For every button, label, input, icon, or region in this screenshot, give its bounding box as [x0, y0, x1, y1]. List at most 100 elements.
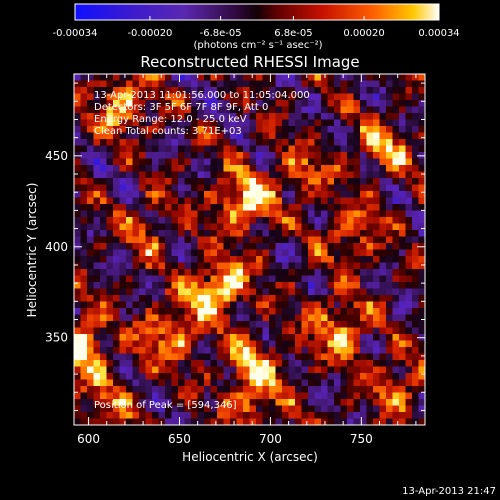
heatmap-cell: [145, 191, 153, 198]
heatmap-cell: [405, 256, 413, 263]
heatmap-cell: [249, 405, 257, 413]
heatmap-cell: [210, 405, 218, 413]
heatmap-cell: [230, 184, 237, 192]
heatmap-cell: [113, 184, 120, 192]
heatmap-cell: [314, 347, 322, 354]
heatmap-cell: [210, 191, 218, 198]
heatmap-cell: [379, 204, 387, 211]
heatmap-cell: [269, 327, 276, 335]
heatmap-cell: [256, 347, 263, 354]
heatmap-cell: [243, 165, 250, 172]
heatmap-cell: [184, 230, 192, 237]
heatmap-cell: [152, 184, 159, 192]
heatmap-cell: [217, 165, 224, 172]
heatmap-cell: [392, 249, 400, 257]
heatmap-cell: [301, 100, 309, 107]
heatmap-cell: [93, 204, 101, 211]
heatmap-cell: [256, 197, 263, 205]
heatmap-cell: [158, 269, 166, 276]
heatmap-cell: [412, 217, 419, 224]
heatmap-cell: [171, 366, 179, 374]
heatmap-cell: [340, 308, 348, 315]
heatmap-cell: [392, 100, 400, 107]
heatmap-cell: [340, 275, 348, 283]
heatmap-cell: [217, 243, 224, 250]
heatmap-cell: [171, 80, 179, 88]
heatmap-cell: [295, 275, 302, 283]
heatmap-cell: [301, 392, 309, 400]
heatmap-cell: [74, 386, 81, 393]
heatmap-cell: [308, 301, 315, 309]
heatmap-cell: [152, 152, 159, 159]
heatmap-cell: [139, 412, 146, 419]
heatmap-cell: [366, 386, 374, 393]
heatmap-cell: [353, 399, 361, 406]
heatmap-cell: [126, 204, 133, 211]
heatmap-cell: [288, 314, 296, 322]
heatmap-cell: [139, 165, 146, 172]
heatmap-cell: [379, 217, 387, 224]
heatmap-cell: [282, 171, 289, 179]
heatmap-cell: [223, 210, 231, 218]
heatmap-cell: [93, 405, 101, 413]
heatmap-cell: [386, 191, 393, 198]
heatmap-cell: [126, 347, 133, 354]
heatmap-cell: [243, 152, 250, 159]
heatmap-cell: [145, 204, 153, 211]
heatmap-cell: [210, 366, 218, 374]
heatmap-cell: [308, 288, 315, 296]
heatmap-cell: [295, 171, 302, 179]
heatmap-cell: [418, 308, 426, 315]
heatmap-cell: [223, 106, 231, 114]
heatmap-cell: [119, 204, 127, 211]
heatmap-cell: [347, 353, 354, 361]
heatmap-cell: [178, 399, 185, 406]
heatmap-cell: [100, 340, 107, 348]
heatmap-cell: [236, 327, 244, 335]
heatmap-cell: [223, 373, 231, 380]
heatmap-cell: [275, 217, 283, 224]
heatmap-cell: [171, 74, 179, 81]
heatmap-cell: [191, 314, 198, 322]
heatmap-cell: [295, 165, 302, 172]
heatmap-cell: [145, 353, 153, 361]
heatmap-cell: [165, 366, 172, 374]
heatmap-cell: [269, 184, 276, 192]
heatmap-cell: [210, 334, 218, 341]
heatmap-cell: [139, 139, 146, 146]
heatmap-cell: [145, 366, 153, 374]
heatmap-cell: [132, 74, 140, 81]
heatmap-cell: [106, 223, 114, 231]
heatmap-cell: [204, 106, 211, 114]
heatmap-cell: [314, 386, 322, 393]
heatmap-cell: [243, 360, 250, 367]
heatmap-cell: [334, 106, 341, 114]
heatmap-cell: [262, 126, 270, 133]
heatmap-cell: [74, 145, 81, 153]
heatmap-cell: [230, 334, 237, 341]
heatmap-cell: [301, 249, 309, 257]
heatmap-cell: [373, 379, 380, 387]
heatmap-cell: [353, 132, 361, 140]
heatmap-cell: [418, 139, 426, 146]
heatmap-cell: [314, 230, 322, 237]
heatmap-cell: [256, 269, 263, 276]
heatmap-cell: [379, 243, 387, 250]
heatmap-cell: [295, 204, 302, 211]
heatmap-cell: [93, 236, 101, 244]
heatmap-cell: [113, 80, 120, 88]
heatmap-cell: [392, 373, 400, 380]
heatmap-cell: [308, 139, 315, 146]
heatmap-cell: [360, 100, 367, 107]
heatmap-cell: [360, 87, 367, 94]
heatmap-cell: [262, 145, 270, 153]
heatmap-cell: [360, 80, 367, 88]
heatmap-cell: [340, 386, 348, 393]
heatmap-cell: [334, 308, 341, 315]
heatmap-cell: [392, 275, 400, 283]
heatmap-cell: [152, 139, 159, 146]
heatmap-cell: [282, 204, 289, 211]
heatmap-cell: [295, 87, 302, 94]
heatmap-cell: [210, 301, 218, 309]
heatmap-cell: [301, 139, 309, 146]
